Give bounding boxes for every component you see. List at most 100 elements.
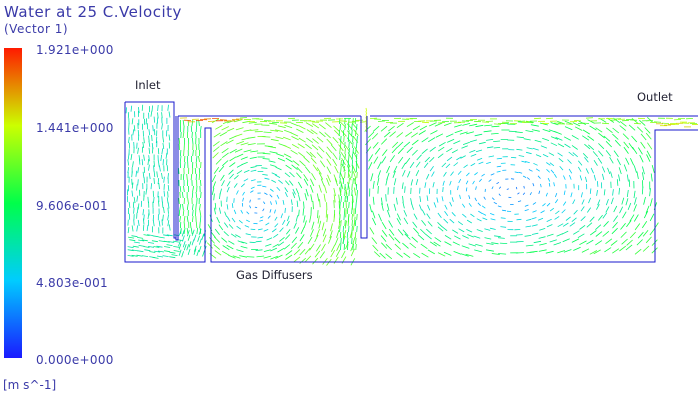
velocity-vector: [250, 150, 259, 153]
velocity-vector: [137, 206, 139, 213]
velocity-vector: [161, 123, 163, 130]
velocity-vector: [193, 248, 197, 255]
velocity-vector: [191, 229, 195, 236]
velocity-vector: [244, 225, 250, 228]
velocity-vector: [243, 169, 250, 173]
velocity-vector: [447, 138, 455, 143]
velocity-vector: [356, 141, 358, 149]
velocity-vector: [152, 257, 159, 259]
velocity-vector: [137, 237, 144, 239]
velocity-vector: [500, 217, 506, 219]
velocity-vector: [242, 191, 245, 196]
velocity-vector: [339, 153, 341, 161]
velocity-vector: [297, 181, 303, 189]
velocity-vector: [649, 228, 656, 236]
velocity-vector: [637, 126, 644, 133]
velocity-vector: [336, 243, 341, 251]
velocity-vector: [340, 159, 342, 167]
velocity-vector: [549, 239, 557, 243]
velocity-vector: [158, 200, 160, 207]
velocity-vector: [579, 224, 586, 230]
velocity-vector: [127, 255, 134, 257]
velocity-vector: [197, 235, 200, 242]
velocity-vector: [402, 242, 409, 249]
velocity-vector: [319, 199, 321, 208]
velocity-vector: [326, 166, 332, 174]
velocity-vector: [633, 190, 636, 199]
velocity-vector: [355, 159, 358, 167]
velocity-vector: [386, 209, 391, 218]
legend-tick-upper: 1.441e+000: [36, 121, 114, 135]
velocity-vector: [314, 234, 319, 243]
velocity-vector: [343, 165, 345, 173]
velocity-vector: [538, 190, 541, 195]
velocity-vector: [226, 139, 234, 145]
velocity-vector: [226, 127, 235, 132]
velocity-vector: [385, 178, 388, 186]
velocity-vector: [178, 240, 181, 247]
velocity-vector: [299, 160, 306, 167]
velocity-vector: [443, 218, 449, 224]
velocity-vector: [131, 235, 138, 238]
velocity-vector: [450, 171, 454, 176]
velocity-vector: [402, 195, 404, 203]
velocity-vector: [381, 138, 388, 145]
velocity-vector: [342, 201, 345, 209]
velocity-vector: [619, 206, 624, 214]
plot-title: Water at 25 C.Velocity: [4, 3, 182, 21]
velocity-vector: [250, 228, 256, 230]
velocity-vector: [453, 251, 462, 255]
velocity-vector: [651, 164, 655, 173]
velocity-vector: [242, 197, 244, 202]
velocity-vector: [182, 131, 185, 139]
velocity-vector: [388, 125, 395, 132]
velocity-vector: [614, 139, 621, 147]
velocity-vector: [340, 183, 342, 191]
velocity-vector: [284, 129, 292, 134]
velocity-vector: [338, 220, 341, 229]
velocity-vector: [438, 141, 446, 147]
velocity-vector: [334, 237, 339, 246]
velocity-vector: [524, 204, 529, 207]
velocity-vector: [178, 243, 182, 250]
velocity-vector: [184, 161, 186, 169]
velocity-vector: [597, 157, 603, 164]
velocity-vector: [324, 185, 327, 194]
velocity-vector: [522, 175, 527, 178]
velocity-vector: [581, 248, 590, 253]
velocity-vector: [518, 155, 525, 157]
velocity-vector: [633, 214, 639, 222]
velocity-vector: [421, 209, 426, 216]
velocity-vector: [240, 241, 248, 244]
velocity-vector: [262, 136, 271, 138]
velocity-vector: [315, 244, 321, 252]
velocity-vector: [160, 154, 162, 162]
velocity-vector: [269, 151, 278, 154]
velocity-vector: [622, 133, 629, 140]
velocity-vector: [411, 203, 414, 210]
velocity-vector: [270, 138, 279, 142]
velocity-vector: [533, 240, 542, 244]
velocity-vector: [396, 132, 404, 138]
velocity-vector: [226, 244, 234, 250]
velocity-vector: [283, 153, 292, 158]
velocity-vector: [474, 133, 483, 137]
velocity-vector: [351, 195, 354, 203]
velocity-vector: [393, 165, 398, 173]
velocity-vector: [454, 235, 461, 240]
velocity-vector: [347, 135, 350, 143]
velocity-vector: [607, 167, 611, 175]
velocity-vector: [137, 179, 139, 186]
velocity-vector: [262, 158, 270, 160]
velocity-vector: [348, 225, 350, 233]
velocity-vector: [605, 238, 613, 245]
velocity-vector: [396, 122, 404, 129]
velocity-vector: [344, 141, 346, 149]
velocity-vector: [127, 246, 134, 248]
velocity-vector: [557, 143, 565, 148]
velocity-vector: [356, 213, 358, 221]
velocity-vector: [202, 250, 205, 257]
velocity-vector: [310, 129, 318, 135]
velocity-vector: [488, 155, 495, 158]
velocity-vector: [466, 172, 470, 177]
